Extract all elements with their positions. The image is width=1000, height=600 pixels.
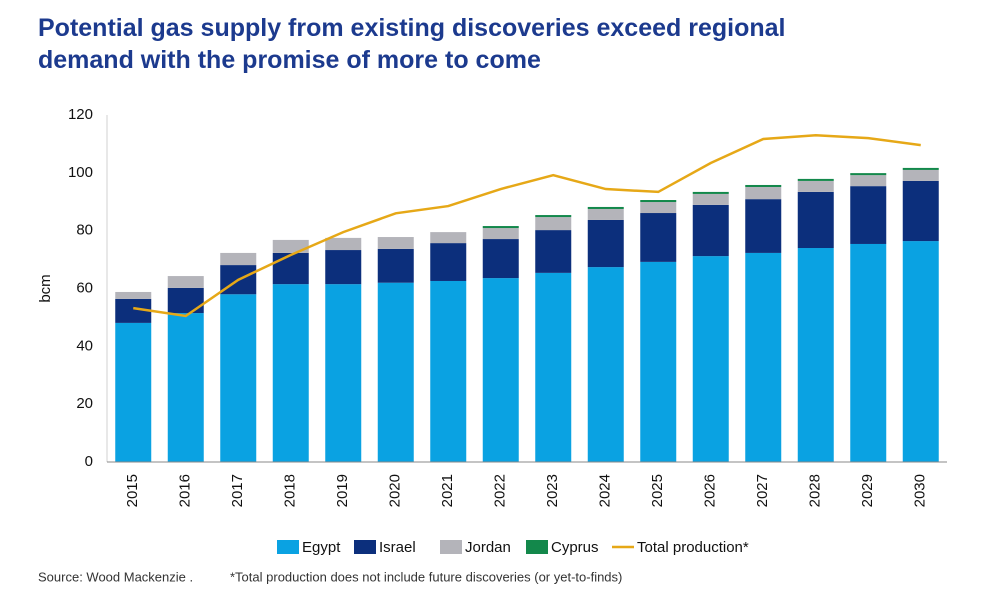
bar xyxy=(797,191,834,249)
bar xyxy=(167,313,204,462)
x-tick-label: 2023 xyxy=(544,474,561,507)
bar xyxy=(430,280,467,462)
x-tick-label: 2029 xyxy=(859,474,876,507)
bar xyxy=(850,175,887,187)
bar xyxy=(115,322,152,462)
bar xyxy=(535,215,572,218)
x-tick-label: 2016 xyxy=(177,474,194,507)
x-tick-label: 2020 xyxy=(387,474,404,507)
bar xyxy=(272,239,309,253)
bar xyxy=(797,178,834,181)
bar xyxy=(115,291,152,299)
note: *Total production does not include futur… xyxy=(230,569,622,584)
bar xyxy=(745,184,782,188)
bar xyxy=(587,206,624,209)
y-axis-label: bcm xyxy=(37,274,54,302)
y-tick-label: 80 xyxy=(76,222,93,239)
bar xyxy=(482,226,519,229)
x-tick-label: 2025 xyxy=(649,474,666,507)
bar xyxy=(745,199,782,253)
y-tick-label: 120 xyxy=(68,106,93,123)
x-tick-label: 2019 xyxy=(334,474,351,507)
line xyxy=(133,133,921,318)
bar xyxy=(325,250,362,285)
y-tick-label: 40 xyxy=(76,337,93,354)
bar xyxy=(377,282,414,462)
x-tick-label: 2015 xyxy=(124,474,141,507)
bar xyxy=(482,239,519,279)
x-tick-label: 2028 xyxy=(807,474,824,507)
bar xyxy=(482,228,519,240)
bar xyxy=(220,294,257,462)
legend-label: Cyprus xyxy=(551,539,599,556)
bar xyxy=(745,187,782,200)
y-tick-label: 0 xyxy=(85,453,93,470)
bar xyxy=(587,267,624,462)
bar xyxy=(902,180,939,242)
x-tick-label: 2026 xyxy=(702,474,719,507)
x-tick-label: 2024 xyxy=(597,474,614,507)
bar xyxy=(430,232,467,244)
bar xyxy=(325,284,362,462)
legend-marker xyxy=(526,540,548,554)
x-tick-label: 2030 xyxy=(912,474,929,507)
legend-label: Israel xyxy=(379,539,416,556)
bar xyxy=(850,173,887,176)
x-tick-label: 2017 xyxy=(229,474,246,507)
bar xyxy=(745,252,782,462)
chart-title: Potential gas supply from existing disco… xyxy=(38,14,786,74)
bar xyxy=(692,204,729,257)
bar xyxy=(797,248,834,462)
bar xyxy=(692,191,729,194)
bar xyxy=(430,243,467,281)
bar xyxy=(167,287,204,314)
bar xyxy=(640,213,677,262)
legend-marker xyxy=(277,540,299,554)
y-tick-label: 20 xyxy=(76,395,93,412)
bar xyxy=(902,169,939,181)
source: Source: Wood Mackenzie . xyxy=(38,569,193,584)
legend-label: Egypt xyxy=(302,539,341,556)
x-tick-label: 2021 xyxy=(439,474,456,507)
x-tick-label: 2022 xyxy=(492,474,509,507)
bar xyxy=(377,237,414,249)
bar xyxy=(272,252,309,285)
bar xyxy=(587,219,624,268)
bar xyxy=(535,272,572,462)
legend-marker xyxy=(354,540,376,554)
bar xyxy=(377,248,414,283)
bar xyxy=(482,278,519,462)
bar xyxy=(167,276,204,288)
bar xyxy=(692,193,729,205)
legend-marker xyxy=(440,540,462,554)
bar xyxy=(220,252,257,266)
bar xyxy=(272,284,309,462)
legend-label: Total production* xyxy=(637,539,749,556)
bar xyxy=(692,256,729,462)
x-tick-label: 2018 xyxy=(282,474,299,507)
bar xyxy=(850,186,887,244)
bar xyxy=(902,241,939,462)
legend-label: Jordan xyxy=(465,539,511,556)
bar xyxy=(640,202,677,214)
bar xyxy=(797,180,834,192)
bar xyxy=(325,237,362,251)
bar xyxy=(640,200,677,203)
bar xyxy=(850,243,887,462)
bar xyxy=(902,167,939,170)
y-tick-label: 60 xyxy=(76,279,93,296)
y-tick-label: 100 xyxy=(68,164,93,181)
x-tick-label: 2027 xyxy=(754,474,771,507)
bar xyxy=(535,217,572,231)
bar xyxy=(587,208,624,220)
bar xyxy=(640,261,677,462)
bar xyxy=(535,230,572,273)
